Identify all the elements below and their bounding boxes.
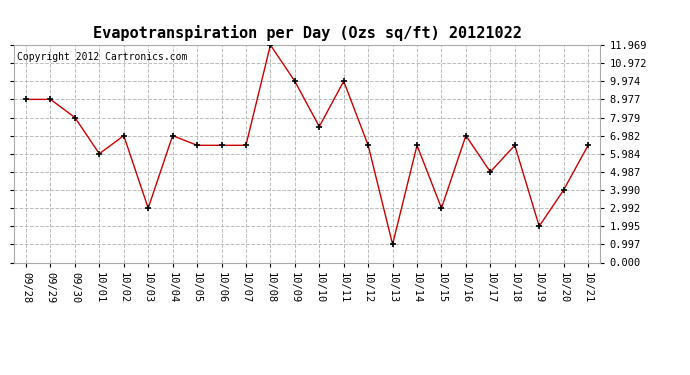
Text: Copyright 2012 Cartronics.com: Copyright 2012 Cartronics.com [17, 51, 187, 62]
Title: Evapotranspiration per Day (Ozs sq/ft) 20121022: Evapotranspiration per Day (Ozs sq/ft) 2… [92, 25, 522, 41]
